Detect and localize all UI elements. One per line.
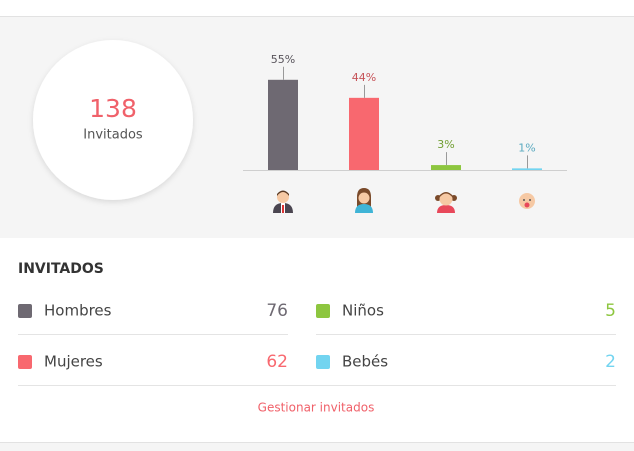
legend-swatch — [316, 304, 330, 318]
value-label: 55% — [271, 53, 295, 66]
bar — [268, 79, 298, 170]
value-label: 1% — [518, 141, 535, 154]
man-icon — [273, 190, 293, 213]
legend-swatch — [316, 355, 330, 369]
total-label: Invitados — [83, 128, 143, 143]
bar — [512, 168, 542, 170]
bar — [349, 97, 379, 170]
item-name: Niños — [342, 302, 384, 320]
legend-swatch — [18, 355, 32, 369]
woman-icon — [355, 188, 373, 213]
baby-icon — [519, 193, 535, 209]
value-label: 44% — [352, 71, 376, 84]
item-value: 62 — [266, 352, 288, 372]
manage-link[interactable]: Gestionar invitados — [258, 401, 375, 415]
item-name: Mujeres — [44, 353, 103, 371]
item-value: 5 — [605, 301, 616, 321]
item-value: 76 — [266, 301, 288, 321]
bar — [431, 165, 461, 170]
list-title: INVITADOS — [18, 261, 104, 277]
item-value: 2 — [605, 352, 616, 372]
item-name: Bebés — [342, 353, 388, 371]
summary-circle — [33, 40, 193, 200]
total-count: 138 — [89, 94, 137, 123]
bottom-strip — [0, 443, 634, 451]
value-label: 3% — [437, 138, 454, 151]
list-panel — [0, 238, 634, 442]
item-name: Hombres — [44, 302, 112, 320]
girl-icon — [435, 192, 457, 213]
legend-swatch — [18, 304, 32, 318]
